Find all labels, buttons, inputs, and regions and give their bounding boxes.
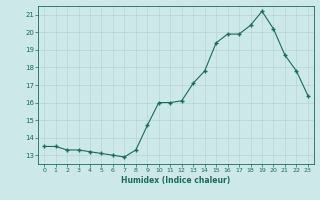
X-axis label: Humidex (Indice chaleur): Humidex (Indice chaleur) bbox=[121, 176, 231, 185]
